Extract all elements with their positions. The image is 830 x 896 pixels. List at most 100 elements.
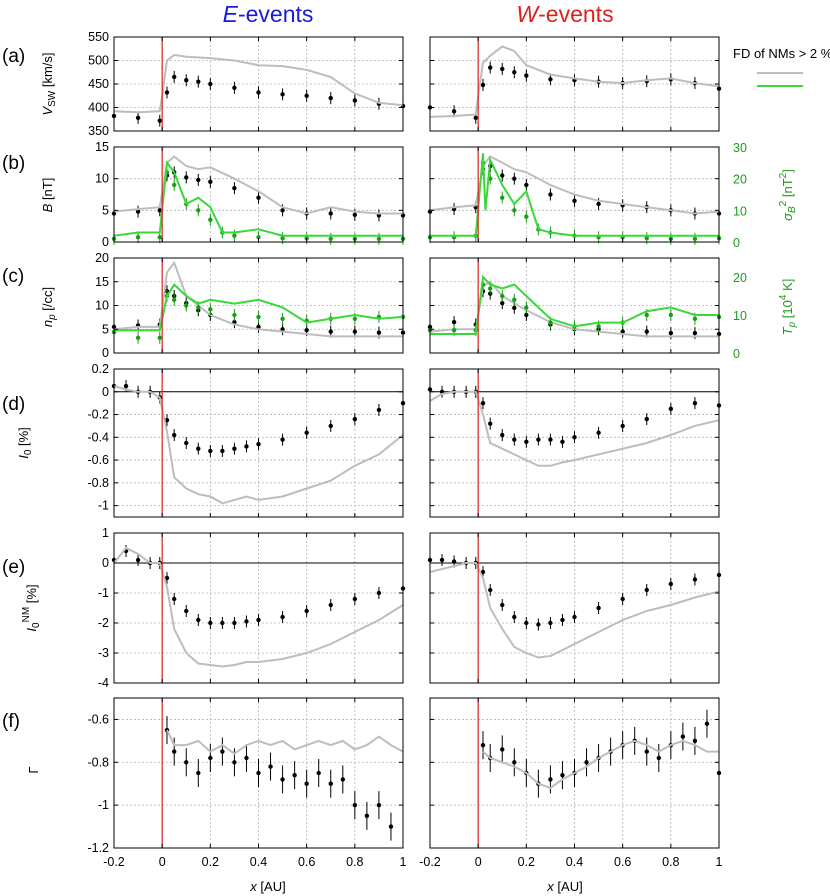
data-point (157, 235, 162, 240)
ytick-label: 0 (102, 556, 109, 570)
data-point (704, 721, 710, 726)
data-point (548, 320, 553, 325)
data-point (328, 211, 333, 216)
xtick-label: 0.4 (250, 855, 267, 869)
data-point (480, 742, 486, 748)
ylabel-gamma: Γ (26, 766, 41, 773)
chart-panel: -0.2 0 0.2 0.4 0.6 0.8 1 (419, 697, 723, 869)
data-point (524, 182, 529, 188)
data-point (184, 303, 189, 308)
data-point (208, 307, 213, 312)
data-point (135, 115, 141, 121)
gray-line (113, 546, 404, 668)
y2label-tp: Tp [104 K] (778, 279, 798, 336)
gray-line (166, 729, 404, 755)
y2tick-label: 0 (733, 347, 740, 361)
data-point (500, 432, 505, 438)
data-point (500, 300, 505, 306)
data-point (164, 575, 170, 581)
data-point (256, 324, 261, 330)
data-point (524, 620, 529, 626)
data-point (536, 437, 541, 442)
data-point (480, 400, 486, 406)
ytick-label: 550 (88, 30, 109, 44)
data-point (232, 620, 237, 626)
data-point (280, 236, 285, 241)
chart-panel: 0 5 10 15 (95, 140, 406, 249)
data-point (512, 208, 517, 213)
data-point (184, 78, 189, 83)
data-point (172, 596, 177, 602)
ytick-label: -0.2 (87, 408, 109, 422)
data-point (656, 755, 661, 761)
data-point (220, 749, 225, 754)
ytick-label: 5 (102, 203, 109, 217)
data-point (352, 596, 358, 602)
green-line (430, 274, 719, 335)
y2tick-label: 20 (733, 173, 747, 187)
data-point (480, 82, 486, 88)
ytick-label: 500 (88, 54, 109, 68)
data-point (340, 777, 345, 782)
chart-panel: -1 -0.8 -0.6 -0.4 -0.2 0 0.2 (87, 362, 406, 518)
gray-line (429, 390, 720, 467)
data-point (256, 90, 261, 95)
data-point (388, 824, 394, 829)
data-point (184, 175, 189, 180)
xtick-label: 0.6 (614, 855, 631, 869)
data-point (560, 439, 565, 445)
xtick-label: -0.2 (419, 855, 441, 869)
ytick-label: 0 (102, 235, 109, 249)
ytick-label: -3 (98, 646, 109, 660)
data-point (208, 620, 213, 626)
data-point (256, 235, 261, 240)
ytick-label: 400 (88, 101, 109, 115)
chart-panel: 0 10 20 30 (427, 141, 747, 250)
data-point (328, 602, 333, 608)
green-line (430, 153, 719, 237)
data-point (451, 559, 457, 564)
y2tick-label: 10 (733, 309, 747, 323)
chart-panel (427, 532, 722, 684)
y2tick-label: 20 (733, 271, 747, 285)
data-point (352, 329, 358, 334)
ylabel-i0nm: I0NM [%] (21, 584, 42, 631)
panels: 3504004505005500510150102030051015200102… (87, 30, 746, 869)
data-point (644, 312, 649, 318)
data-point (244, 444, 249, 449)
data-point (560, 617, 565, 623)
ytick-label: -1.2 (87, 841, 109, 855)
data-point (512, 297, 517, 302)
data-point (196, 79, 201, 84)
data-point (692, 316, 698, 321)
data-point (668, 406, 674, 412)
data-point (680, 734, 686, 739)
data-point (135, 235, 141, 240)
data-point (304, 430, 309, 435)
ytick-label: 15 (95, 140, 109, 154)
green-line (114, 283, 404, 332)
xtick-label: 0.6 (298, 855, 315, 869)
data-point (172, 432, 177, 438)
data-point (157, 208, 162, 213)
data-point (548, 620, 553, 626)
ytick-label: 1 (102, 526, 109, 540)
ytick-label: 10 (95, 172, 109, 186)
ytick-label: -1 (98, 499, 109, 513)
data-point (256, 314, 261, 320)
ytick-label: 5 (102, 322, 109, 336)
data-point (451, 328, 457, 333)
data-point (644, 416, 649, 422)
data-point (572, 198, 577, 204)
data-point (304, 328, 309, 333)
data-point (572, 614, 577, 620)
data-point (256, 441, 261, 447)
data-point (512, 176, 517, 181)
data-point (280, 92, 285, 97)
data-point (232, 760, 237, 765)
data-point (304, 781, 309, 786)
data-point (232, 233, 237, 238)
data-point (304, 93, 309, 98)
data-point (620, 329, 625, 334)
ytick-label: 0 (102, 385, 109, 399)
